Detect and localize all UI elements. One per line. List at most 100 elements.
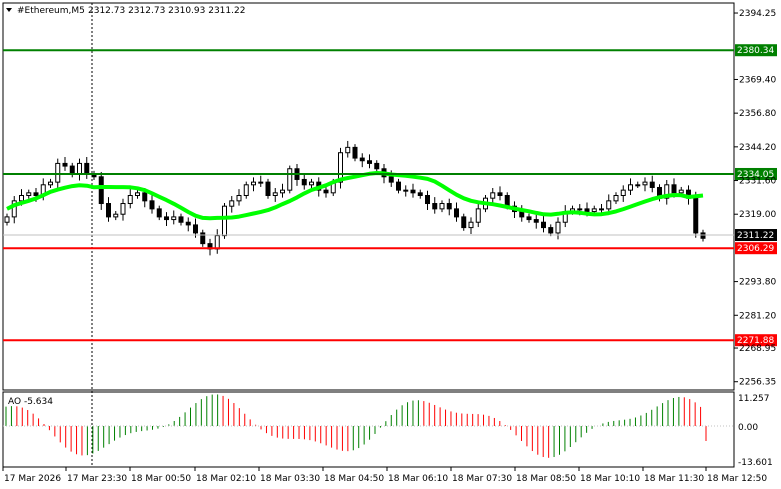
candle-body <box>649 181 655 188</box>
candle-body <box>258 181 264 184</box>
candle-body <box>301 178 307 186</box>
candle-body <box>135 192 140 196</box>
level-tag-resistance <box>735 167 777 180</box>
candle-body <box>671 184 677 194</box>
candle-body <box>678 189 684 194</box>
candle-body <box>700 232 706 239</box>
candle-body <box>26 192 32 196</box>
candle-body <box>171 216 177 221</box>
candle-body <box>584 208 590 213</box>
candle-body <box>193 224 198 234</box>
candle-body <box>142 192 148 202</box>
ohlc-values: 2312.73 2312.73 2310.93 2311.22 <box>88 6 245 16</box>
candle-body <box>323 189 329 194</box>
candle-body <box>613 195 619 202</box>
candle-body <box>164 216 169 221</box>
time-tick-label: 18 Mar 04:50 <box>324 474 384 484</box>
time-tick-label: 18 Mar 06:10 <box>388 474 448 484</box>
time-tick-label: 17 Mar 2026 <box>4 474 61 484</box>
candle-body <box>367 160 372 164</box>
candle-body <box>468 221 474 229</box>
price-tick-label: 2268.95 <box>739 344 776 354</box>
candle-body <box>519 211 525 218</box>
price-axis: 2394.25 2369.40 2356.80 2344.20 2331.60 2319.… <box>734 9 776 388</box>
candle-body <box>490 192 496 199</box>
level-tag-resistance-high <box>735 44 777 57</box>
candle-body <box>287 168 293 191</box>
candle-body <box>403 189 409 192</box>
candle-body <box>156 208 162 218</box>
time-tick-label: 18 Mar 03:30 <box>260 474 320 484</box>
candle-body <box>265 181 271 196</box>
candle-body <box>541 221 546 229</box>
time-axis: 17 Mar 2026 17 Mar 23:30 18 Mar 00:50 18 Ma… <box>2 467 767 484</box>
candle-body <box>497 192 503 196</box>
price-tick-label: 2256.35 <box>739 378 776 388</box>
time-tick-label: 18 Mar 07:30 <box>452 474 512 484</box>
time-tick-label: 18 Mar 12:50 <box>707 474 767 484</box>
time-tick-label: 18 Mar 02:10 <box>196 474 256 484</box>
candle-body <box>425 195 430 205</box>
ao-pane-frame <box>2 391 735 468</box>
level-value-support-low: 2271.88 <box>737 336 774 346</box>
levels-layer: 2380.34 2334.05 2311.22 2306.29 2271.88 <box>3 44 777 347</box>
candle-body <box>635 184 641 187</box>
candle-body <box>504 195 510 207</box>
ao-label: AO -5.634 <box>8 397 53 407</box>
candle-body <box>127 195 133 205</box>
level-value-resistance: 2334.05 <box>737 170 774 180</box>
candle-body <box>11 200 17 218</box>
level-tag-support <box>735 242 777 255</box>
candle-body <box>178 216 184 223</box>
candle-body <box>555 221 561 234</box>
candle-body <box>475 208 481 223</box>
candle-body <box>214 235 220 250</box>
price-tick-label: 2369.40 <box>739 75 776 85</box>
candle-body <box>185 221 191 226</box>
price-tick-label: 2394.25 <box>739 9 776 19</box>
moving-average-line <box>6 171 704 221</box>
candle-body <box>200 232 206 245</box>
candle-body <box>251 181 256 186</box>
candle-body <box>359 157 365 162</box>
candle-body <box>410 189 416 194</box>
candle-body <box>374 162 380 170</box>
candle-body <box>229 200 235 207</box>
candle-body <box>577 208 583 211</box>
candle-body <box>19 195 24 202</box>
price-tick-label: 2356.80 <box>739 109 776 119</box>
triangle-down-icon[interactable] <box>6 8 12 12</box>
candle-body <box>533 219 539 223</box>
candle-body <box>345 146 351 154</box>
candle-body <box>69 165 75 175</box>
symbol-label: #Ethereum,M5 <box>17 6 85 16</box>
candle-body <box>620 189 626 196</box>
ao-axis-min: -13.601 <box>738 458 773 468</box>
time-tick-label: 18 Mar 08:50 <box>516 474 576 484</box>
level-value-current-price: 2311.22 <box>737 231 774 241</box>
candle-body <box>432 203 438 210</box>
candle-body <box>461 216 467 229</box>
ao-histogram <box>3 394 734 458</box>
moving-average-layer <box>6 171 704 221</box>
candle-body <box>120 203 126 215</box>
candle-body <box>113 213 119 218</box>
candle-body <box>243 184 249 197</box>
time-tick-label: 18 Mar 11:30 <box>644 474 704 484</box>
candle-body <box>417 192 423 196</box>
price-tick-label: 2344.20 <box>739 143 776 153</box>
level-tag-support-low <box>735 334 777 347</box>
candle-body <box>272 192 278 196</box>
candle-body <box>98 176 104 205</box>
time-tick-label: 18 Mar 00:50 <box>131 474 191 484</box>
time-tick-label: 18 Mar 10:10 <box>580 474 640 484</box>
candle-body <box>84 162 90 175</box>
candle-body <box>106 203 111 218</box>
ao-axis-zero: 0.00 <box>738 423 758 433</box>
ao-axis-max: 11.257 <box>738 394 770 404</box>
level-value-resistance-high: 2380.34 <box>737 46 774 56</box>
candle-body <box>4 216 10 223</box>
level-value-support: 2306.29 <box>737 244 774 254</box>
